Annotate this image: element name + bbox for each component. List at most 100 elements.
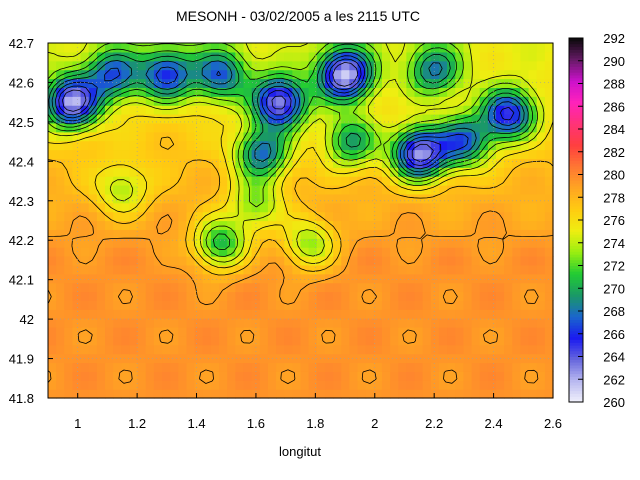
heatmap-cell xyxy=(145,193,155,204)
heatmap-cell xyxy=(455,362,465,372)
heatmap-cell xyxy=(284,282,293,293)
heatmap-cell xyxy=(284,78,293,88)
heatmap-cell xyxy=(202,167,212,177)
heatmap-cell xyxy=(284,185,293,195)
heatmap-cell xyxy=(430,344,440,355)
heatmap-cell xyxy=(414,273,424,284)
heatmap-cell xyxy=(357,327,367,337)
heatmap-cell xyxy=(178,131,188,142)
heatmap-cell xyxy=(479,202,489,213)
heatmap-cell xyxy=(308,327,318,337)
heatmap-cell xyxy=(544,122,554,133)
heatmap-cell xyxy=(536,131,546,142)
chart-title: MESONH - 03/02/2005 a les 2115 UTC xyxy=(176,8,420,24)
heatmap-cell xyxy=(137,60,147,71)
heatmap-cell xyxy=(276,380,285,390)
heatmap-cell xyxy=(129,353,139,364)
heatmap-cell xyxy=(455,96,465,106)
heatmap-cell xyxy=(145,256,155,266)
colorbar-tick-label: 274 xyxy=(603,236,625,251)
heatmap-cell xyxy=(487,344,497,355)
heatmap-cell xyxy=(88,78,98,88)
heatmap-cell xyxy=(153,300,163,310)
heatmap-cell xyxy=(324,140,334,151)
heatmap-cell xyxy=(137,371,147,381)
heatmap-cell xyxy=(504,60,513,71)
heatmap-cell xyxy=(227,353,236,364)
heatmap-cell xyxy=(137,229,147,239)
heatmap-cell xyxy=(145,389,155,399)
heatmap-cell xyxy=(504,247,513,257)
heatmap-cell xyxy=(56,140,65,151)
heatmap-cell xyxy=(292,51,302,62)
heatmap-cell xyxy=(381,122,391,133)
heatmap-cell xyxy=(64,291,74,301)
heatmap-cell xyxy=(341,353,350,364)
heatmap-cell xyxy=(80,256,90,266)
heatmap-cell xyxy=(414,318,424,328)
heatmap-cell xyxy=(357,114,367,124)
heatmap-cell xyxy=(210,158,220,168)
heatmap-cell xyxy=(284,264,293,275)
heatmap-cell xyxy=(316,389,326,399)
heatmap-cell xyxy=(438,353,448,364)
heatmap-cell xyxy=(455,273,465,284)
heatmap-cell xyxy=(300,43,310,53)
heatmap-cell xyxy=(170,176,179,186)
heatmap-cell xyxy=(536,229,546,239)
heatmap-cell xyxy=(390,105,399,115)
heatmap-cell xyxy=(390,131,399,142)
colorbar-swatch xyxy=(569,40,583,45)
colorbar-swatch xyxy=(569,69,583,73)
heatmap-cell xyxy=(487,60,497,71)
heatmap-cell xyxy=(276,389,285,399)
heatmap-cell xyxy=(145,309,155,319)
heatmap-cell xyxy=(96,69,106,80)
heatmap-cell xyxy=(186,318,196,328)
heatmap-cell xyxy=(398,202,407,213)
heatmap-cell xyxy=(178,105,188,115)
heatmap-cell xyxy=(447,362,456,372)
heatmap-cell xyxy=(267,105,277,115)
heatmap-cell xyxy=(471,43,481,53)
heatmap-cell xyxy=(349,309,359,319)
heatmap-cell xyxy=(178,51,188,62)
heatmap-cell xyxy=(544,167,554,177)
heatmap-cell xyxy=(316,202,326,213)
heatmap-cell xyxy=(349,114,359,124)
heatmap-cell xyxy=(300,238,310,248)
heatmap-cell xyxy=(447,309,456,319)
heatmap-cell xyxy=(113,371,122,381)
heatmap-cell xyxy=(56,300,65,310)
heatmap-cell xyxy=(48,60,57,71)
colorbar-swatch xyxy=(569,137,583,141)
heatmap-cell xyxy=(105,211,114,222)
heatmap-cell xyxy=(536,264,546,275)
heatmap-cell xyxy=(129,69,139,80)
heatmap-cell xyxy=(137,51,147,62)
heatmap-cell xyxy=(194,140,204,151)
heatmap-cell xyxy=(137,291,147,301)
heatmap-cell xyxy=(381,69,391,80)
heatmap-cell xyxy=(235,291,245,301)
heatmap-cell xyxy=(463,167,473,177)
heatmap-cell xyxy=(202,344,212,355)
heatmap-cell xyxy=(145,78,155,88)
heatmap-cell xyxy=(512,122,522,133)
heatmap-cell xyxy=(520,87,530,97)
heatmap-cell xyxy=(292,362,302,372)
heatmap-cell xyxy=(178,353,188,364)
heatmap-cell xyxy=(512,264,522,275)
heatmap-cell xyxy=(324,327,334,337)
heatmap-cell xyxy=(259,256,269,266)
heatmap-cell xyxy=(406,78,416,88)
heatmap-cell xyxy=(414,247,424,257)
heatmap-cell xyxy=(243,149,253,159)
heatmap-cell xyxy=(137,256,147,266)
heatmap-cell xyxy=(406,202,416,213)
heatmap-cell xyxy=(495,291,505,301)
heatmap-cell xyxy=(471,256,481,266)
colorbar-swatch xyxy=(569,350,583,355)
heatmap-cell xyxy=(219,43,228,53)
